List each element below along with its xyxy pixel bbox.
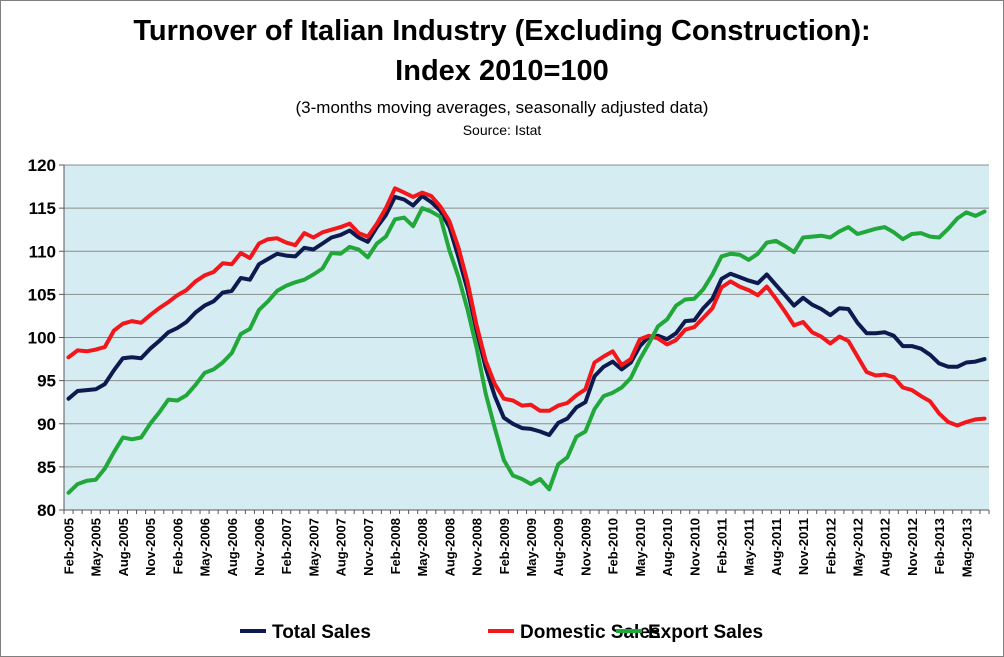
x-tick-label: Aug-2010 (660, 518, 675, 577)
x-tick-label: Aug-2006 (225, 518, 240, 577)
chart-subtitle: (3-months moving averages, seasonally ad… (295, 98, 709, 117)
x-axis: Feb-2005 May-2005 Aug-2005 Nov-2005 Feb-2006… (62, 509, 990, 577)
x-tick-label: Nov-2008 (470, 518, 485, 576)
x-tick-label: Feb-2005 (62, 518, 77, 574)
y-tick-label: 120 (28, 156, 56, 175)
series-line-export-sales (66, 206, 987, 495)
x-tick-label: Nov-2010 (687, 518, 702, 576)
x-tick-label: Feb-2013 (932, 518, 947, 574)
y-tick-label: 80 (37, 501, 56, 520)
chart-source: Source: Istat (462, 122, 542, 138)
x-tick-label: Aug-2012 (878, 518, 893, 577)
x-tick-label: Aug-2009 (551, 518, 566, 577)
x-tick-label: Nov-2005 (143, 518, 158, 576)
x-tick-label: May-2005 (89, 518, 104, 577)
x-tick-label: Feb-2012 (823, 518, 838, 574)
x-tick-label: Nov-2007 (361, 518, 376, 576)
x-tick-label: Feb-2010 (606, 518, 621, 574)
x-tick-label: May-2007 (306, 518, 321, 577)
x-tick-label: May-2011 (742, 518, 757, 576)
legend-label: Export Sales (648, 622, 763, 643)
x-tick-label: Feb-2007 (279, 518, 294, 574)
x-tick-label: Nov-2009 (578, 518, 593, 576)
series-line-total-sales (66, 194, 987, 437)
x-tick-label: Aug-2005 (116, 518, 131, 577)
series-line-domestic-sales (66, 186, 987, 428)
y-tick-label: 110 (29, 242, 56, 261)
y-tick-label: 100 (28, 329, 56, 348)
x-tick-label: Feb-2009 (497, 518, 512, 574)
y-tick-label: 95 (37, 372, 56, 391)
x-tick-label: Feb-2008 (388, 518, 403, 574)
x-tick-label: Nov-2012 (905, 518, 920, 576)
x-tick-label: Aug-2008 (442, 518, 457, 577)
y-tick-label: 90 (37, 415, 56, 434)
y-tick-label: 85 (37, 458, 56, 477)
x-tick-label: Aug-2007 (334, 518, 349, 577)
chart-title: Turnover of Italian Industry (Excluding … (133, 15, 871, 47)
legend-label: Total Sales (272, 622, 371, 643)
x-tick-label: May-2012 (851, 518, 866, 577)
x-tick-label: May-2008 (415, 518, 430, 577)
x-tick-label: Feb-2006 (170, 518, 185, 574)
chart-title-line-2: Index 2010=100 (395, 55, 609, 87)
legend-label: Domestic Sales (520, 622, 660, 643)
x-tick-label: Feb-2011 (714, 518, 729, 574)
series-lines (66, 186, 987, 495)
y-tick-label: 105 (28, 285, 56, 304)
x-tick-label: Aug-2011 (769, 518, 784, 576)
x-tick-label: Nov-2006 (252, 518, 267, 576)
x-tick-label: Mag-2013 (959, 518, 974, 577)
x-tick-label: Nov-2011 (796, 518, 811, 575)
x-tick-label: May-2006 (198, 518, 213, 577)
y-tick-label: 115 (29, 199, 56, 218)
x-tick-label: May-2009 (524, 518, 539, 577)
x-tick-label: May-2010 (633, 518, 648, 577)
y-axis: 80 85 90 95 100 105 110 115 120 (28, 156, 65, 520)
